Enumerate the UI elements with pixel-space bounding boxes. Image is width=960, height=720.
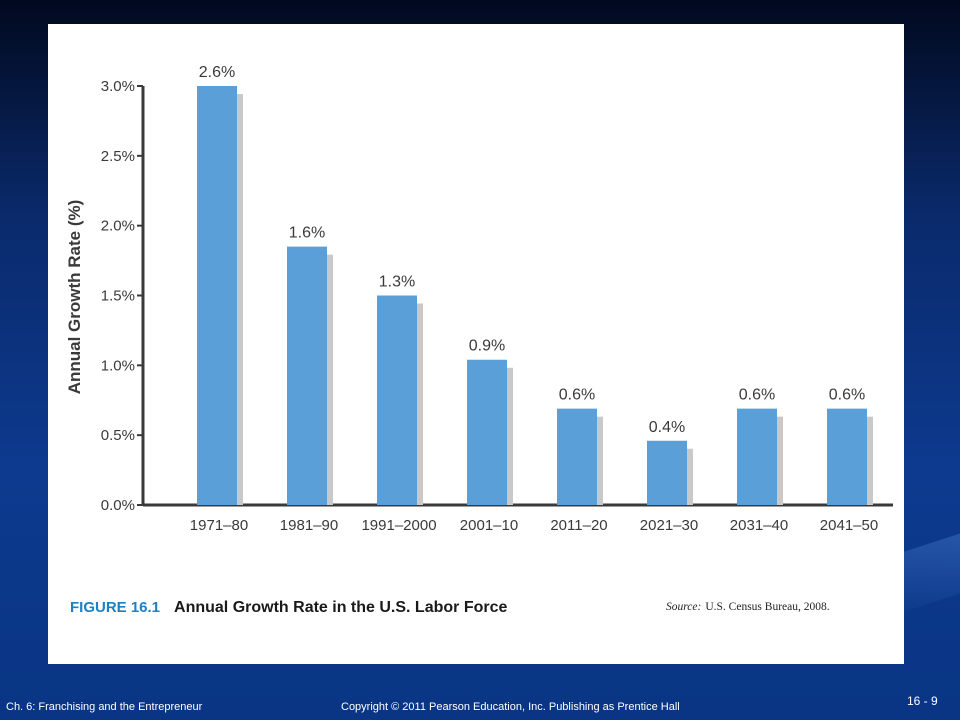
bar xyxy=(287,246,327,505)
category-label: 1981–90 xyxy=(280,517,338,534)
y-tick-label: 1.0% xyxy=(101,357,135,374)
footer-copyright: Copyright © 2011 Pearson Education, Inc.… xyxy=(341,701,680,713)
bar-shadow xyxy=(236,94,243,505)
category-labels: 1971–80 1981–90 1991–2000 2001–10 2011–20 202… xyxy=(190,517,878,534)
bar-shadow xyxy=(416,303,423,505)
bar-value-label: 0.9% xyxy=(469,338,505,355)
bar-value-label: 0.6% xyxy=(739,387,775,404)
bar-value-label: 1.6% xyxy=(289,225,325,242)
bar xyxy=(827,408,867,505)
bars xyxy=(197,86,873,505)
y-tick-label: 1.5% xyxy=(101,288,135,305)
category-label: 1971–80 xyxy=(190,517,248,534)
bar-value-label: 0.6% xyxy=(559,387,595,404)
category-label: 2031–40 xyxy=(730,517,788,534)
footer-page-number: 16 - 9 xyxy=(907,694,938,708)
y-tick-label: 3.0% xyxy=(101,78,135,95)
bar xyxy=(737,408,777,505)
bar xyxy=(197,86,237,505)
bar-chart: 0.0% 0.5% 1.0% 1.5% 2.0% 2.5% 3.0% 2.6% 1.6% 1.3… xyxy=(65,64,893,534)
y-ticks: 0.0% 0.5% 1.0% 1.5% 2.0% 2.5% 3.0% xyxy=(101,78,143,514)
bar-value-label: 2.6% xyxy=(199,64,235,81)
source-note: Source: U.S. Census Bureau, 2008. xyxy=(666,601,830,613)
bar-shadow xyxy=(596,416,603,505)
figure-number: FIGURE 16.1 xyxy=(70,599,161,616)
bar xyxy=(557,408,597,505)
source-text: U.S. Census Bureau, 2008. xyxy=(705,601,830,613)
bar-shadow xyxy=(866,416,873,505)
category-label: 2011–20 xyxy=(550,517,607,534)
category-label: 2021–30 xyxy=(640,517,698,534)
figure-title: Annual Growth Rate in the U.S. Labor For… xyxy=(174,599,508,616)
y-tick-label: 0.5% xyxy=(101,427,135,444)
bar-shadow xyxy=(776,416,783,505)
category-label: 2001–10 xyxy=(460,517,518,534)
bar-value-label: 0.6% xyxy=(829,387,865,404)
footer-chapter: Ch. 6: Franchising and the Entrepreneur xyxy=(6,701,203,713)
bar xyxy=(647,440,687,505)
bar-shadow xyxy=(506,367,513,505)
figure-caption: FIGURE 16.1 Annual Growth Rate in the U.S… xyxy=(70,599,890,623)
bar-value-label: 1.3% xyxy=(379,274,415,291)
source-label: Source: xyxy=(666,601,702,613)
bar xyxy=(377,295,417,505)
category-label: 1991–2000 xyxy=(361,517,436,534)
data-labels: 2.6% 1.6% 1.3% 0.9% 0.6% 0.4% 0.6% 0.6% xyxy=(199,64,865,436)
bar-value-label: 0.4% xyxy=(649,419,685,436)
figure-panel: 0.0% 0.5% 1.0% 1.5% 2.0% 2.5% 3.0% 2.6% 1.6% 1.3… xyxy=(48,24,904,664)
y-tick-label: 2.5% xyxy=(101,148,135,165)
category-label: 2041–50 xyxy=(820,517,878,534)
bar-shadow xyxy=(326,254,333,505)
bar xyxy=(467,359,507,505)
y-tick-label: 0.0% xyxy=(101,497,135,514)
bar-shadow xyxy=(686,448,693,505)
y-tick-label: 2.0% xyxy=(101,218,135,235)
y-axis-title: Annual Growth Rate (%) xyxy=(65,200,84,395)
